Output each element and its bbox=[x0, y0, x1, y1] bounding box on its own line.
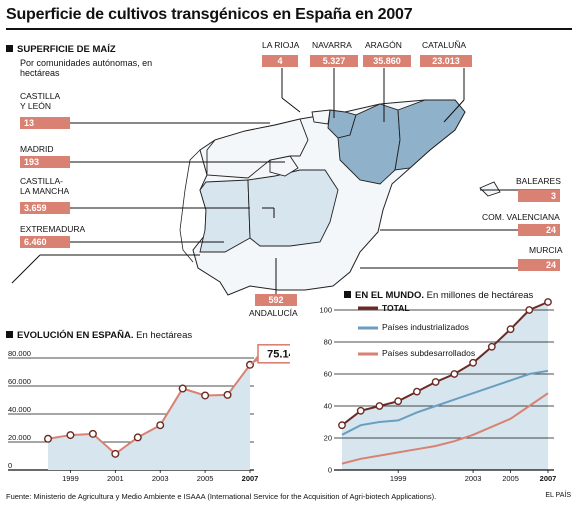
world-point bbox=[338, 421, 346, 430]
world-subheading: En millones de hectáreas bbox=[426, 290, 534, 301]
value-la-rioja: 4 bbox=[262, 55, 298, 67]
world-line-1 bbox=[341, 369, 549, 436]
world-point bbox=[394, 397, 403, 406]
evo-ytick: 0 bbox=[8, 461, 12, 470]
world-line-2 bbox=[341, 392, 549, 465]
label-andalucia: ANDALUCÍA bbox=[249, 308, 298, 318]
bullet-square bbox=[6, 45, 13, 52]
label-murcia: MURCIA bbox=[529, 245, 563, 255]
evo-ytick: 40.000 bbox=[8, 405, 31, 414]
evo-xtick: 2007 bbox=[242, 474, 259, 483]
evo-point bbox=[88, 429, 97, 438]
value-murcia: 24 bbox=[518, 259, 560, 271]
world-xtick: 1999 bbox=[390, 474, 407, 483]
legend-industrialized: Países industrializados bbox=[382, 322, 469, 332]
legend-developing: Países subdesarrollados bbox=[382, 348, 476, 358]
world-ytick: 20 bbox=[324, 434, 332, 443]
world-heading-text: EN EL MUNDO. bbox=[355, 290, 424, 301]
world-point bbox=[375, 402, 384, 410]
label-cataluna: CATALUÑA bbox=[422, 40, 467, 50]
value-baleares: 3 bbox=[518, 190, 560, 202]
world-xtick: 2007 bbox=[540, 474, 557, 483]
world-point bbox=[487, 342, 496, 351]
region-extremadura bbox=[199, 179, 251, 253]
value-castilla-la-mancha: 3.659 bbox=[20, 202, 70, 214]
label-com-valenciana: COM. VALENCIANA bbox=[482, 212, 560, 222]
world-area bbox=[342, 302, 548, 470]
world-xtick: 2005 bbox=[502, 474, 519, 483]
footer-source: Fuente: Ministerio de Agricultura y Medi… bbox=[6, 492, 437, 501]
evo-ytick: 80.000 bbox=[8, 349, 31, 358]
label-la-rioja: LA RIOJA bbox=[262, 40, 300, 50]
value-castilla-y-leon: 13 bbox=[20, 117, 70, 129]
evo-point bbox=[156, 421, 165, 430]
world-ytick: 40 bbox=[324, 402, 332, 411]
label-navarra: NAVARRA bbox=[312, 40, 352, 50]
evo-heading-text: EVOLUCIÓN EN ESPAÑA. bbox=[17, 330, 134, 341]
world-point bbox=[544, 298, 552, 306]
label-madrid: MADRID bbox=[20, 144, 54, 154]
evo-point bbox=[201, 391, 210, 400]
world-ytick: 80 bbox=[324, 338, 332, 347]
world-chart: 0 20 40 60 80 100 1999 2003 2005 2007 bbox=[319, 298, 557, 483]
world-point bbox=[469, 358, 477, 367]
label-baleares: BALEARES bbox=[516, 176, 561, 186]
baleares bbox=[479, 181, 501, 197]
world-point bbox=[356, 406, 365, 415]
evolution-chart: 0 20.000 40.000 60.000 80.000 1999 2001 2003 200… bbox=[8, 343, 290, 483]
bullet-square bbox=[6, 331, 13, 338]
chart-title: Superficie de cultivos transgénicos en E… bbox=[6, 6, 413, 23]
evo-point bbox=[66, 431, 75, 440]
world-ytick: 60 bbox=[324, 370, 332, 379]
world-point bbox=[431, 378, 440, 386]
world-heading: EN EL MUNDO. En millones de hectáreas bbox=[344, 290, 533, 301]
evo-line bbox=[47, 364, 251, 456]
evo-callout-box bbox=[257, 343, 290, 364]
legend-total: TOTAL bbox=[382, 303, 410, 313]
label-aragon: ARAGÓN bbox=[365, 40, 402, 50]
evo-xtick: 2001 bbox=[107, 474, 124, 483]
map-heading-text: SUPERFICIE DE MAÍZ bbox=[17, 44, 116, 55]
world-point bbox=[506, 325, 515, 334]
title-rule bbox=[6, 28, 572, 30]
label-castilla-y-leon: CASTILLA Y LEÓN bbox=[20, 91, 61, 111]
evo-xtick: 2003 bbox=[152, 474, 169, 483]
world-point bbox=[450, 370, 459, 378]
evo-point bbox=[44, 434, 53, 443]
label-castilla-la-mancha: CASTILLA- LA MANCHA bbox=[20, 176, 70, 196]
evo-ytick: 20.000 bbox=[8, 433, 31, 442]
footer-credit: EL PAÍS bbox=[545, 492, 571, 499]
value-aragon: 35.860 bbox=[363, 55, 411, 67]
evo-subheading: En hectáreas bbox=[136, 330, 193, 341]
value-com-valenciana: 24 bbox=[518, 224, 560, 236]
world-point bbox=[525, 306, 534, 314]
world-ytick: 100 bbox=[319, 306, 332, 315]
value-cataluna: 23.013 bbox=[420, 55, 472, 67]
value-madrid: 193 bbox=[20, 156, 70, 168]
world-ytick: 0 bbox=[328, 466, 332, 475]
spain-map bbox=[11, 68, 560, 296]
evo-xtick: 2005 bbox=[197, 474, 214, 483]
evo-area bbox=[48, 364, 250, 470]
world-point bbox=[413, 387, 421, 396]
evo-point bbox=[223, 390, 232, 399]
evo-callout-value: 75.148 bbox=[267, 348, 290, 360]
region-la-rioja bbox=[311, 109, 331, 125]
portugal-border bbox=[179, 149, 201, 263]
evo-point bbox=[111, 449, 120, 458]
bullet-square bbox=[344, 291, 351, 298]
world-xtick: 2003 bbox=[465, 474, 482, 483]
evo-point bbox=[133, 433, 142, 442]
evo-point bbox=[178, 384, 187, 393]
map-note: Por comunidades autónomas, en hectáreas bbox=[20, 58, 153, 78]
evo-xtick: 1999 bbox=[62, 474, 79, 483]
value-navarra: 5.327 bbox=[310, 55, 358, 67]
value-extremadura: 6.460 bbox=[20, 236, 70, 248]
evo-ytick: 60.000 bbox=[8, 377, 31, 386]
evo-heading: EVOLUCIÓN EN ESPAÑA. En hectáreas bbox=[6, 330, 192, 341]
value-andalucia: 592 bbox=[255, 294, 297, 306]
map-heading: SUPERFICIE DE MAÍZ bbox=[6, 44, 116, 55]
label-extremadura: EXTREMADURA bbox=[20, 224, 86, 234]
region-castilla-y-leon bbox=[206, 118, 309, 179]
